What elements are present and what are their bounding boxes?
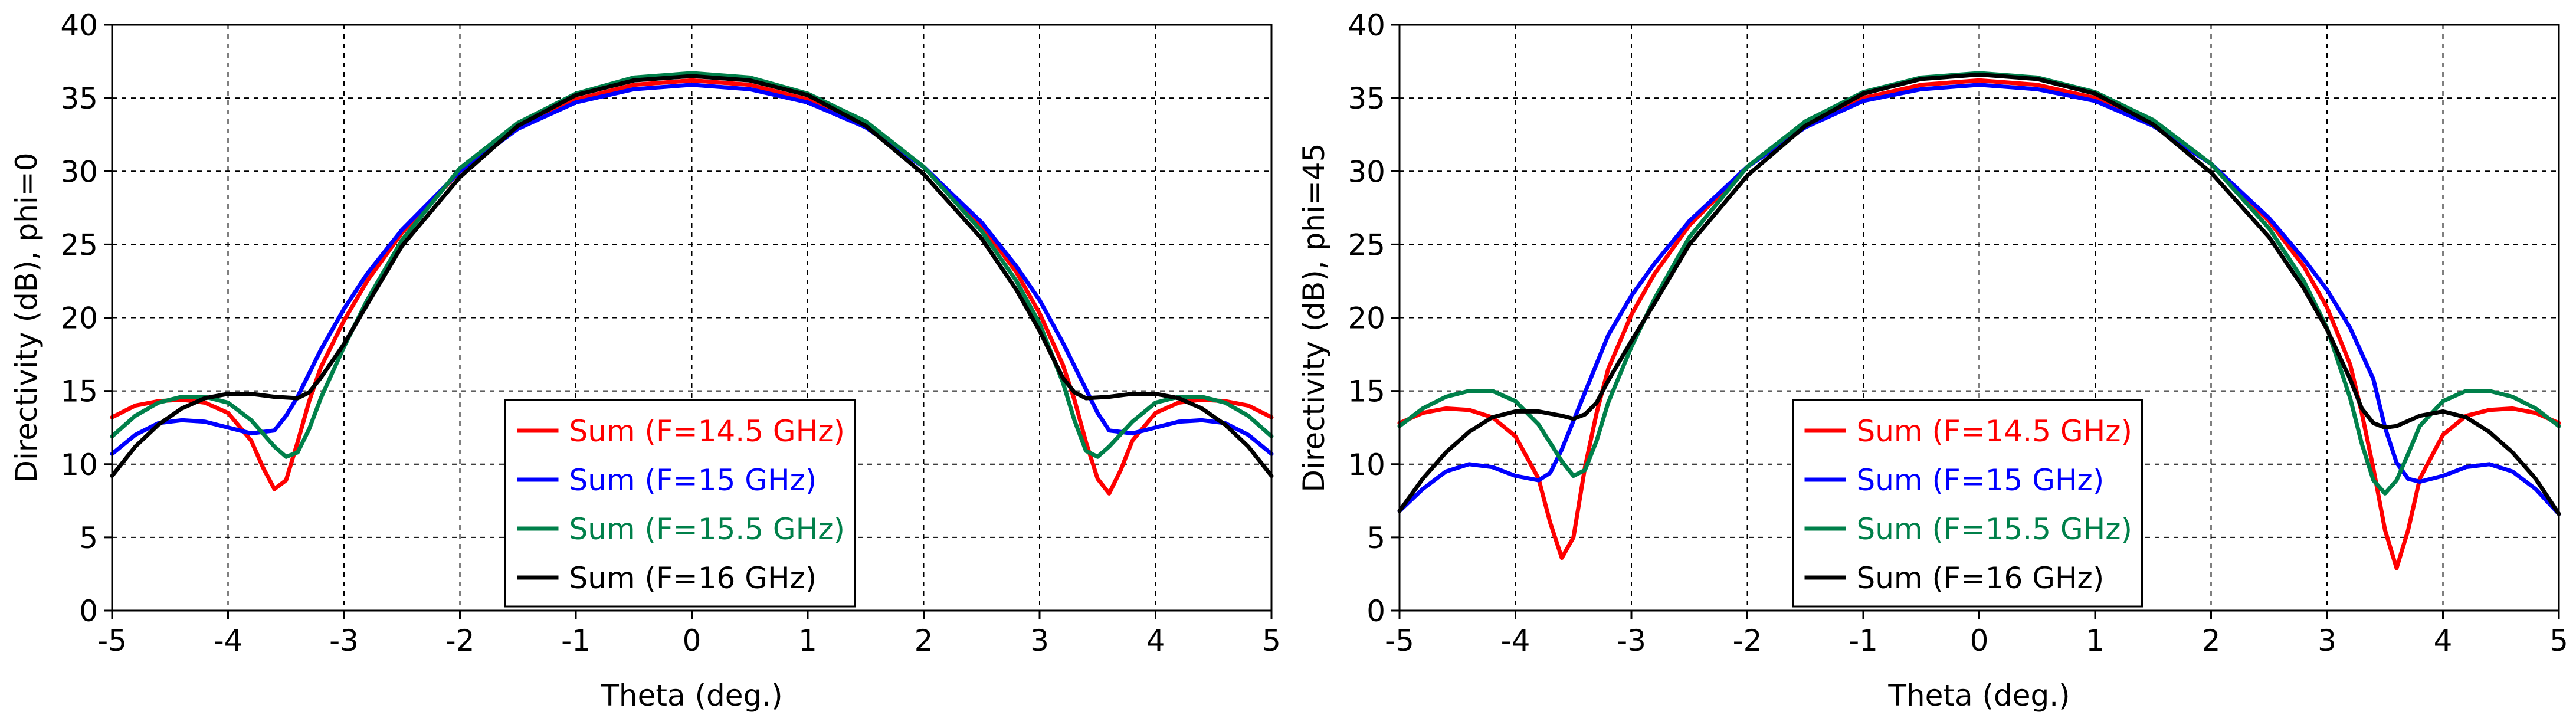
y-tick-label: 30 bbox=[1348, 155, 1385, 189]
y-tick-label: 30 bbox=[60, 155, 98, 189]
y-tick-label: 40 bbox=[60, 8, 98, 42]
series-line-1 bbox=[1397, 78, 2561, 570]
x-tick-label: 2 bbox=[915, 624, 933, 658]
legend-item: Sum (F=14.5 GHz) bbox=[517, 414, 845, 448]
y-tick-label: 25 bbox=[1348, 228, 1385, 262]
x-tick-label: -3 bbox=[1617, 624, 1646, 658]
legend-item: Sum (F=15 GHz) bbox=[517, 463, 817, 497]
legend-item: Sum (F=15 GHz) bbox=[1804, 463, 2105, 497]
x-tick-label: 5 bbox=[1262, 624, 1281, 658]
x-tick-label: 5 bbox=[2549, 624, 2568, 658]
x-tick-label: 0 bbox=[683, 624, 702, 658]
x-tick-label: 1 bbox=[798, 624, 817, 658]
legend-item: Sum (F=15.5 GHz) bbox=[1804, 512, 2133, 546]
legend-item: Sum (F=16 GHz) bbox=[517, 561, 817, 595]
legend-item: Sum (F=15.5 GHz) bbox=[517, 512, 845, 546]
x-axis-label: Theta (deg.) bbox=[1887, 678, 2070, 713]
series-line-3 bbox=[110, 71, 1274, 459]
y-tick-label: 5 bbox=[79, 521, 98, 555]
y-axis-label: Directivity (dB), phi=0 bbox=[9, 152, 44, 483]
y-tick-label: 10 bbox=[60, 448, 98, 482]
series-line-4 bbox=[1397, 72, 2561, 516]
legend-label: Sum (F=15 GHz) bbox=[569, 463, 817, 497]
x-tick-label: -1 bbox=[1849, 624, 1878, 658]
x-tick-label: 1 bbox=[2086, 624, 2105, 658]
x-tick-label: -4 bbox=[1501, 624, 1530, 658]
chart-panel-1: -5 -4 -3 -2 -1 0 1 2 3 4 5 0 5 10 15 20 25 30 35 40 Theta (d… bbox=[9, 8, 1281, 713]
x-tick-label: 0 bbox=[1970, 624, 1989, 658]
legend-box bbox=[1792, 399, 2143, 608]
chart-panel-2: -5 -4 -3 -2 -1 0 1 2 3 4 5 0 5 10 15 20 25 30 35 40 Theta (d… bbox=[1297, 8, 2568, 713]
y-tick-label: 0 bbox=[1366, 594, 1385, 628]
x-tick-label: 4 bbox=[1146, 624, 1165, 658]
x-tick-label: 4 bbox=[2434, 624, 2453, 658]
y-tick-label: 15 bbox=[60, 375, 98, 409]
x-tick-label: 3 bbox=[2318, 624, 2336, 658]
y-tick-label: 25 bbox=[60, 228, 98, 262]
x-tick-label: 2 bbox=[2202, 624, 2221, 658]
legend-label: Sum (F=15 GHz) bbox=[1857, 463, 2105, 497]
legend-item: Sum (F=14.5 GHz) bbox=[1804, 414, 2133, 448]
x-tick-label: -2 bbox=[1733, 624, 1762, 658]
legend-label: Sum (F=15.5 GHz) bbox=[569, 512, 845, 546]
legend: Sum (F=14.5 GHz) Sum (F=15 GHz) Sum (F=15.… bbox=[504, 399, 856, 608]
series-line-1 bbox=[110, 78, 1274, 496]
y-tick-label: 5 bbox=[1366, 521, 1385, 555]
y-tick-label: 0 bbox=[79, 594, 98, 628]
series-line-2 bbox=[1397, 83, 2561, 516]
legend: Sum (F=14.5 GHz) Sum (F=15 GHz) Sum (F=15.… bbox=[1792, 399, 2143, 608]
x-axis-label: Theta (deg.) bbox=[600, 678, 782, 713]
legend-label: Sum (F=14.5 GHz) bbox=[1857, 414, 2133, 448]
legend-label: Sum (F=14.5 GHz) bbox=[569, 414, 845, 448]
x-tick-label: 3 bbox=[1030, 624, 1049, 658]
x-tick-label: -5 bbox=[97, 624, 127, 658]
series-line-2 bbox=[110, 83, 1274, 456]
series-line-4 bbox=[110, 74, 1274, 478]
legend-label: Sum (F=16 GHz) bbox=[569, 561, 817, 595]
x-tick-label: -4 bbox=[214, 624, 243, 658]
legend-item: Sum (F=16 GHz) bbox=[1804, 561, 2105, 595]
y-tick-label: 35 bbox=[60, 81, 98, 116]
x-tick-label: -5 bbox=[1385, 624, 1414, 658]
y-tick-label: 40 bbox=[1348, 8, 1385, 42]
y-tick-label: 20 bbox=[1348, 301, 1385, 336]
y-tick-label: 20 bbox=[60, 301, 98, 336]
y-tick-label: 10 bbox=[1348, 448, 1385, 482]
x-tick-label: -2 bbox=[445, 624, 475, 658]
y-tick-label: 35 bbox=[1348, 81, 1385, 116]
legend-label: Sum (F=16 GHz) bbox=[1857, 561, 2105, 595]
y-tick-label: 15 bbox=[1348, 375, 1385, 409]
legend-label: Sum (F=15.5 GHz) bbox=[1857, 512, 2133, 546]
legend-box bbox=[504, 399, 856, 608]
y-axis-label: Directivity (dB), phi=45 bbox=[1297, 143, 1331, 493]
x-tick-label: -3 bbox=[329, 624, 359, 658]
x-tick-label: -1 bbox=[561, 624, 591, 658]
